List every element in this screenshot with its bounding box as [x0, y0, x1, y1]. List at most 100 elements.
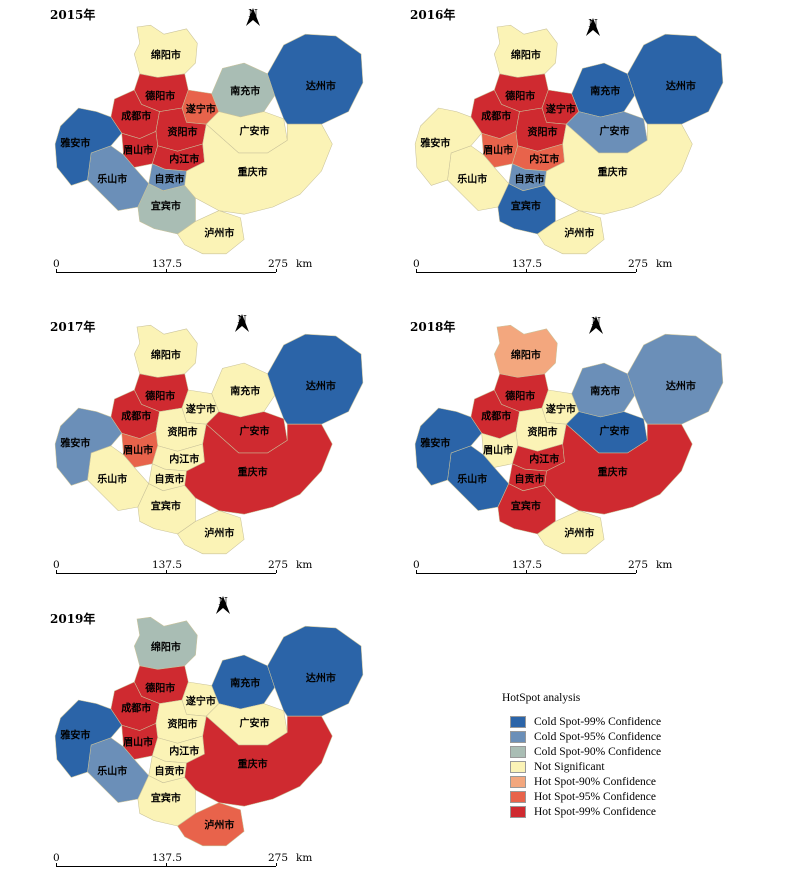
city-label-ziyang: 资阳市 — [167, 427, 198, 439]
legend-swatch — [510, 790, 526, 803]
city-label-chengdu: 成都市 — [481, 111, 512, 123]
north-arrow-icon: N — [586, 316, 606, 334]
region-yaan — [54, 699, 123, 778]
legend-swatch — [510, 715, 526, 728]
city-label-luzhou: 泸州市 — [564, 228, 595, 240]
city-label-ziyang: 资阳市 — [527, 427, 558, 439]
legend-item-cold95: Cold Spot-95% Confidence — [510, 729, 750, 744]
city-label-guangan: 广安市 — [239, 718, 270, 730]
city-label-luzhou: 泸州市 — [204, 228, 235, 240]
city-label-meishan: 眉山市 — [483, 145, 514, 157]
year-label: 2017年 — [50, 320, 96, 334]
region-mianyang — [134, 324, 198, 378]
region-dazhou — [267, 333, 364, 425]
city-label-chongqing: 重庆市 — [597, 167, 628, 179]
city-label-mianyang: 绵阳市 — [150, 50, 181, 62]
city-label-nanchong: 南充市 — [230, 386, 261, 398]
city-label-meishan: 眉山市 — [483, 445, 514, 457]
city-label-leshan: 乐山市 — [457, 474, 488, 486]
city-label-zigong: 自贡市 — [514, 174, 545, 186]
city-label-zigong: 自贡市 — [154, 174, 185, 186]
region-luzhou — [537, 510, 605, 555]
region-yaan — [54, 107, 123, 186]
region-luzhou — [177, 510, 245, 555]
city-label-nanchong: 南充市 — [590, 386, 621, 398]
region-dazhou — [267, 33, 364, 125]
scale-unit: km — [296, 258, 313, 270]
city-label-dazhou: 达州市 — [305, 673, 336, 685]
city-label-luzhou: 泸州市 — [564, 528, 595, 540]
city-label-chongqing: 重庆市 — [237, 759, 268, 771]
city-label-ziyang: 资阳市 — [167, 719, 198, 731]
city-label-deyang: 德阳市 — [505, 391, 536, 403]
legend-item-cold99: Cold Spot-99% Confidence — [510, 714, 750, 729]
city-label-dazhou: 达州市 — [305, 81, 336, 93]
legend-item-hot90: Hot Spot-90% Confidence — [510, 774, 750, 789]
year-label: 2016年 — [410, 8, 456, 22]
city-label-chengdu: 成都市 — [121, 111, 152, 123]
scale-tick-1: 137.5 — [512, 258, 543, 270]
city-label-zigong: 自贡市 — [154, 474, 185, 486]
city-label-meishan: 眉山市 — [123, 445, 154, 457]
city-label-neijiang: 内江市 — [169, 154, 200, 166]
region-mianyang — [134, 24, 198, 78]
city-label-guangan: 广安市 — [239, 126, 270, 138]
city-label-deyang: 德阳市 — [145, 683, 176, 695]
city-label-suining: 遂宁市 — [185, 104, 216, 116]
legend-label: Cold Spot-90% Confidence — [534, 745, 662, 758]
legend-label: Cold Spot-95% Confidence — [534, 730, 662, 743]
region-luzhou — [537, 210, 605, 255]
region-luzhou — [177, 802, 245, 847]
city-label-leshan: 乐山市 — [97, 174, 128, 186]
legend-swatch — [510, 760, 526, 773]
city-label-yaan: 雅安市 — [420, 138, 451, 150]
city-label-ziyang: 资阳市 — [167, 127, 198, 139]
city-label-suining: 遂宁市 — [545, 404, 576, 416]
region-yaan — [54, 407, 123, 486]
city-label-yibin: 宜宾市 — [510, 501, 541, 513]
region-chongqing — [544, 123, 693, 215]
legend-label: Hot Spot-99% Confidence — [534, 805, 657, 818]
legend-item-cold90: Cold Spot-90% Confidence — [510, 744, 750, 759]
scale-unit: km — [296, 852, 313, 864]
scale-tick-1: 137.5 — [152, 852, 183, 864]
year-label: 2015年 — [50, 8, 96, 22]
region-yibin — [497, 183, 556, 235]
scale-tick-2: 275 — [268, 852, 289, 864]
legend: HotSpot analysis Cold Spot-99% Confidenc… — [502, 692, 750, 819]
legend-title: HotSpot analysis — [502, 692, 581, 704]
legend-label: Not Significant — [534, 760, 605, 773]
scale-tick-0: 0 — [413, 258, 420, 270]
city-label-chongqing: 重庆市 — [597, 467, 628, 479]
city-label-suining: 遂宁市 — [185, 404, 216, 416]
city-label-yaan: 雅安市 — [60, 438, 91, 450]
map-2017 — [54, 324, 364, 555]
city-label-dazhou: 达州市 — [665, 81, 696, 93]
region-yibin — [137, 183, 196, 235]
scale-tick-2: 275 — [628, 559, 649, 571]
city-label-mianyang: 绵阳市 — [510, 50, 541, 62]
region-luzhou — [177, 210, 245, 255]
legend-label: Hot Spot-90% Confidence — [534, 775, 657, 788]
scale-tick-0: 0 — [53, 852, 60, 864]
city-label-chengdu: 成都市 — [481, 411, 512, 423]
map-2018 — [414, 324, 724, 555]
region-mianyang — [494, 24, 558, 78]
city-label-yaan: 雅安市 — [420, 438, 451, 450]
city-label-luzhou: 泸州市 — [204, 820, 235, 832]
legend-swatch — [510, 805, 526, 818]
legend-swatch — [510, 775, 526, 788]
region-dazhou — [267, 625, 364, 717]
city-label-nanchong: 南充市 — [230, 86, 261, 98]
city-label-suining: 遂宁市 — [545, 104, 576, 116]
city-label-meishan: 眉山市 — [123, 145, 154, 157]
city-label-meishan: 眉山市 — [123, 737, 154, 749]
region-yibin — [497, 483, 556, 535]
region-yaan — [414, 107, 483, 186]
legend-item-notsig: Not Significant — [510, 759, 750, 774]
city-label-nanchong: 南充市 — [230, 678, 261, 690]
